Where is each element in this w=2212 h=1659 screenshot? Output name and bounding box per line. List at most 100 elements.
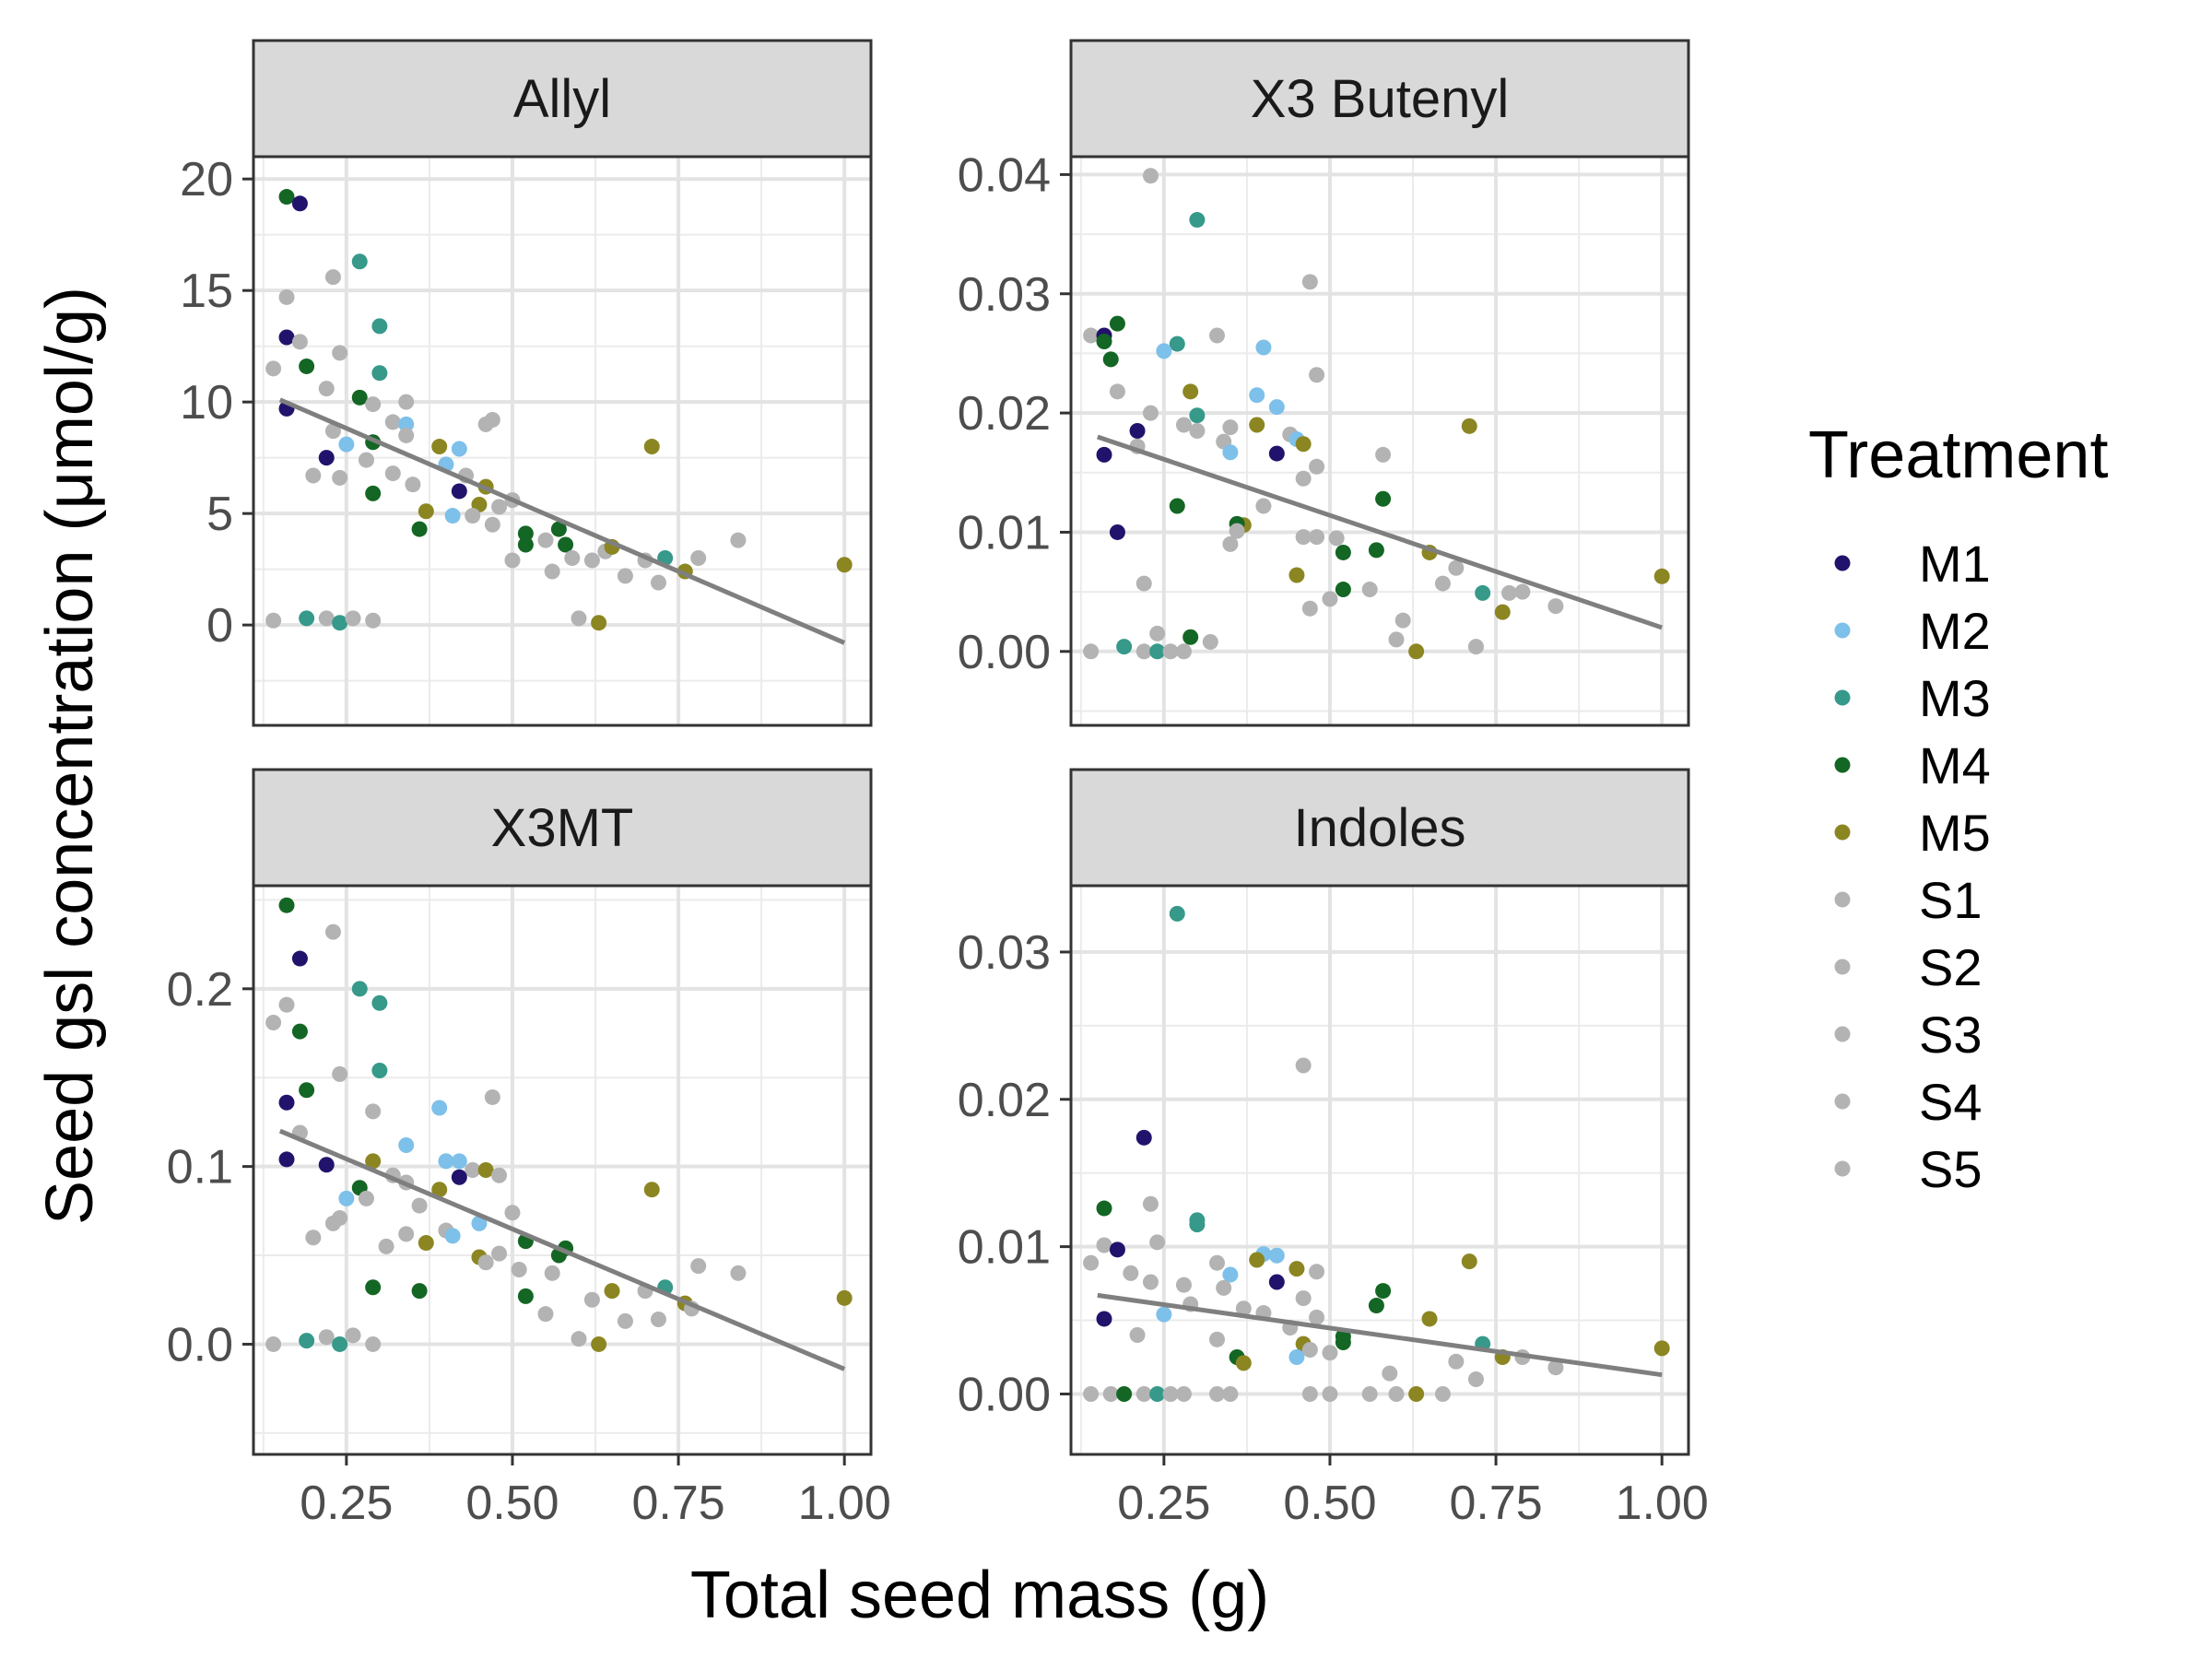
scatter-point [1434, 1385, 1451, 1402]
scatter-point [332, 1065, 348, 1082]
scatter-point [431, 1182, 448, 1198]
scatter-point [1375, 446, 1392, 463]
scatter-point [358, 1190, 374, 1206]
scatter-point [1189, 1217, 1206, 1233]
scatter-point [1388, 631, 1405, 648]
legend-swatch [1834, 1026, 1851, 1042]
scatter-point [504, 552, 521, 569]
scatter-point [1083, 643, 1100, 660]
panel-background [253, 157, 871, 725]
y-tick-label: 0.00 [958, 626, 1051, 679]
scatter-point [318, 1157, 335, 1173]
scatter-point [365, 1335, 382, 1352]
scatter-point [324, 269, 341, 286]
scatter-point [1175, 1385, 1192, 1402]
panels: Allyl 0 5 10 15 20 X3 Butenyl 0.00 0.01 0.02 0.03 0… [167, 39, 1709, 1530]
legend-label: S3 [1919, 1006, 1983, 1064]
scatter-point [1182, 383, 1199, 400]
scatter-point [544, 1265, 560, 1281]
x-tick-label: 1.00 [1616, 1477, 1709, 1530]
scatter-point [278, 1151, 295, 1168]
scatter-point [411, 521, 428, 537]
scatter-point [730, 1265, 747, 1281]
legend-label: S5 [1919, 1140, 1983, 1198]
y-tick-label: 5 [206, 488, 233, 541]
scatter-point [1408, 1385, 1425, 1402]
x-tick-label: 0.50 [1283, 1477, 1376, 1530]
scatter-point [1142, 1195, 1159, 1212]
scatter-point [1208, 1385, 1225, 1402]
scatter-point [438, 1153, 454, 1170]
x-tick-label: 1.00 [798, 1477, 891, 1530]
scatter-point [1448, 559, 1465, 576]
scatter-point [338, 436, 355, 453]
scatter-point [318, 450, 335, 466]
scatter-point [650, 1311, 666, 1327]
x-tick-label: 0.50 [465, 1477, 559, 1530]
facet-strip [1069, 39, 1690, 159]
panel-background [1071, 157, 1688, 725]
scatter-point [1295, 529, 1312, 546]
scatter-point [1096, 1237, 1112, 1253]
scatter-point [351, 981, 368, 997]
scatter-point [730, 532, 747, 548]
scatter-point [1288, 1261, 1305, 1277]
scatter-point [431, 1100, 448, 1116]
x-axis-title: Total seed mass (g) [690, 1559, 1269, 1632]
y-tick-label: 20 [180, 153, 233, 206]
x-tick-label: 0.75 [631, 1477, 724, 1530]
scatter-point [836, 1289, 853, 1306]
y-tick-label: 0.2 [167, 963, 233, 1017]
legend-swatch [1834, 622, 1851, 639]
scatter-point [504, 1205, 521, 1221]
scatter-point [345, 1327, 361, 1344]
legend-label: M2 [1919, 602, 1991, 660]
scatter-point [1295, 1057, 1312, 1074]
scatter-point [291, 950, 308, 967]
scatter-point [398, 427, 415, 443]
y-tick-label: 0 [206, 599, 233, 653]
scatter-point [1295, 470, 1312, 487]
scatter-point [1149, 1385, 1166, 1402]
scatter-point [1135, 575, 1152, 592]
scatter-point [278, 288, 295, 305]
scatter-point [1394, 612, 1411, 629]
scatter-point [1309, 367, 1325, 383]
scatter-point [571, 1331, 587, 1347]
x-tick-label: 0.75 [1449, 1477, 1542, 1530]
scatter-point [643, 1182, 660, 1198]
scatter-point [371, 365, 388, 382]
scatter-point [484, 516, 500, 533]
scatter-point [1309, 1309, 1325, 1325]
scatter-point [1388, 1385, 1405, 1402]
scatter-point [332, 1335, 348, 1352]
scatter-point [1368, 1298, 1384, 1314]
scatter-point [338, 1190, 355, 1206]
y-tick-label: 0.04 [958, 148, 1051, 202]
scatter-point [537, 532, 554, 548]
scatter-point [1328, 530, 1345, 547]
legend-item: M5 [1834, 804, 1991, 862]
scatter-point [1235, 1300, 1252, 1317]
y-tick-label: 0.02 [958, 387, 1051, 441]
scatter-point [1288, 567, 1305, 583]
scatter-point [1083, 1385, 1100, 1402]
scatter-point [351, 253, 368, 270]
legend-label: M5 [1919, 804, 1991, 862]
y-tick-label: 0.00 [958, 1368, 1051, 1421]
scatter-point [1083, 327, 1100, 344]
scatter-point [1096, 1311, 1112, 1327]
scatter-point [1189, 212, 1206, 229]
scatter-point [511, 1261, 527, 1277]
scatter-point [1175, 643, 1192, 660]
scatter-point [1322, 1345, 1338, 1361]
scatter-point [1189, 423, 1206, 440]
facet-strip-label: X3MT [491, 798, 634, 858]
panel-background [1071, 886, 1688, 1454]
panel-background [253, 886, 871, 1454]
scatter-point [604, 1283, 620, 1300]
scatter-point [1301, 1385, 1318, 1402]
scatter-point [1109, 315, 1125, 332]
y-tick-label: 0.0 [167, 1318, 233, 1371]
scatter-point [1494, 604, 1511, 620]
